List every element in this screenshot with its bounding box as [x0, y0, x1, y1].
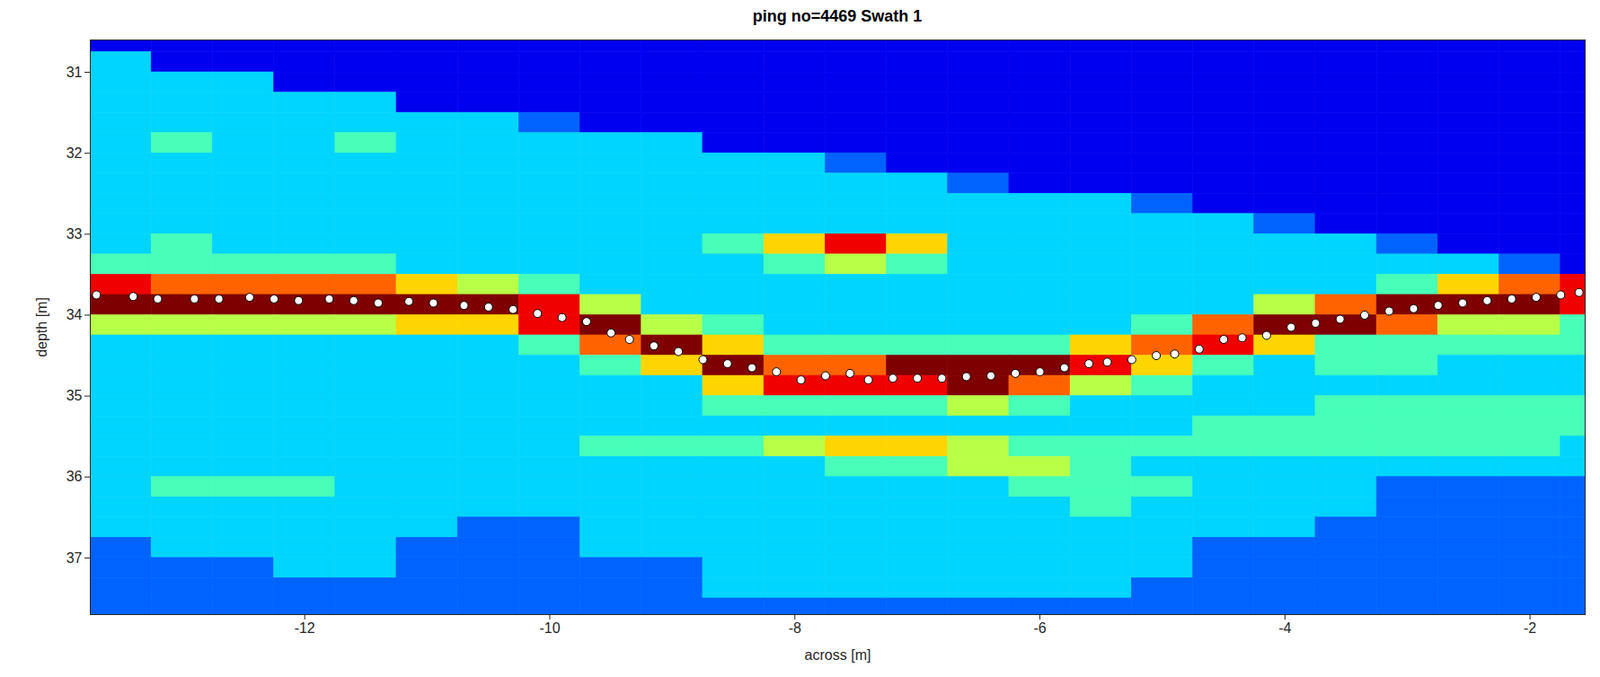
svg-text:31: 31	[66, 64, 83, 80]
svg-text:34: 34	[66, 307, 83, 323]
svg-text:-12: -12	[294, 620, 316, 637]
svg-text:36: 36	[66, 468, 83, 485]
svg-text:-10: -10	[539, 620, 560, 637]
svg-text:across [m]: across [m]	[804, 647, 872, 663]
svg-text:-2: -2	[1523, 620, 1537, 637]
svg-text:depth [m]: depth [m]	[34, 297, 50, 358]
svg-text:35: 35	[66, 388, 83, 404]
svg-text:33: 33	[66, 226, 83, 242]
html-text:ping no=4469 Swath 1: ping no=4469 Swath 1	[752, 7, 922, 26]
svg-text:-8: -8	[788, 620, 802, 637]
svg-text:37: 37	[66, 550, 83, 566]
svg-text:32: 32	[66, 145, 83, 161]
svg-text:-6: -6	[1033, 620, 1046, 637]
svg-text:-4: -4	[1278, 620, 1291, 637]
